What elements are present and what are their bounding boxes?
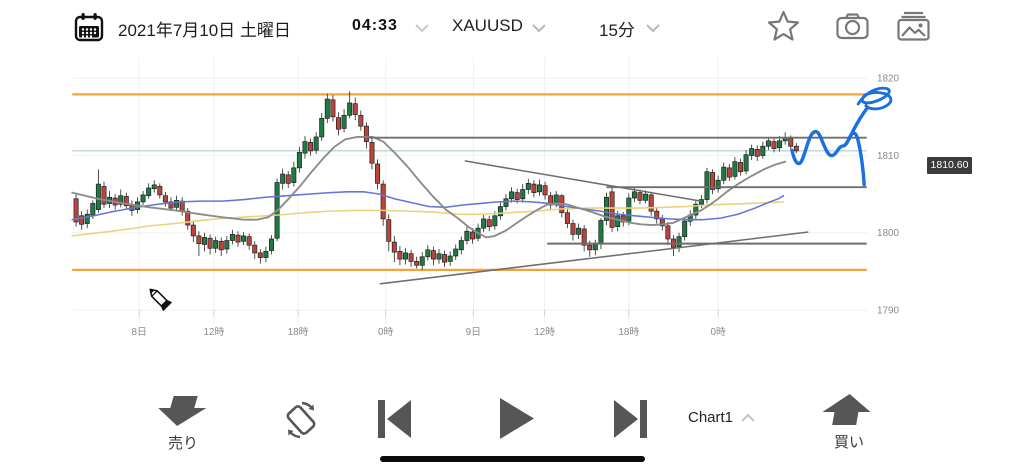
chevron-down-icon[interactable] (645, 23, 661, 33)
time-selector[interactable]: 04:33 (352, 17, 398, 34)
chart-selector-label: Chart1 (688, 409, 734, 426)
photo-gallery-icon[interactable] (896, 11, 931, 42)
svg-text:0時: 0時 (710, 326, 725, 338)
skip-to-end-button[interactable] (612, 400, 648, 443)
svg-text:8日: 8日 (132, 327, 147, 338)
svg-text:12時: 12時 (204, 326, 225, 338)
svg-text:18時: 18時 (288, 326, 309, 338)
camera-icon[interactable] (836, 13, 869, 40)
date-label: 2021年7月10日 土曜日 (118, 21, 291, 40)
skip-forward-icon (614, 400, 647, 438)
annotation-wave (790, 129, 866, 187)
sell-down-arrow-icon (158, 396, 207, 426)
current-price-badge: 1810.60 (927, 157, 972, 174)
rotate-device-icon (286, 401, 316, 439)
trendlines-layer[interactable] (364, 136, 867, 285)
svg-text:1810: 1810 (877, 151, 899, 162)
orange-levels[interactable] (72, 93, 867, 272)
favorite-star-icon[interactable] (766, 9, 801, 44)
play-icon (500, 398, 534, 439)
candlestick-chart[interactable]: 1820 1810 1800 1790 8日 12時 18時 0時 9日 12時 18時 0時 (0, 55, 1024, 390)
svg-text:18時: 18時 (618, 326, 639, 338)
symbol-selector[interactable]: XAUUSD (452, 16, 523, 35)
annotation-arrow-shaft (847, 105, 870, 141)
chart-selector[interactable]: Chart1 (688, 409, 756, 426)
grid-layer (72, 57, 867, 324)
chevron-down-icon[interactable] (414, 23, 430, 33)
play-button[interactable] (499, 398, 535, 444)
buy-button[interactable]: 買い (806, 392, 892, 452)
ma-yellow-line (71, 201, 785, 237)
calendar-icon[interactable] (74, 12, 105, 49)
svg-text:1790: 1790 (877, 306, 899, 317)
rotate-screen-button[interactable] (276, 398, 326, 447)
chevron-up-icon (741, 413, 755, 422)
svg-text:1820: 1820 (877, 74, 899, 85)
chart-layers: 1820 1810 1800 1790 8日 12時 18時 0時 9日 12時 18時 0時 (71, 57, 900, 338)
axis-labels: 1820 1810 1800 1790 8日 12時 18時 0時 9日 12時 18時 0時 (132, 74, 900, 338)
pencil-drawing-tool-icon[interactable] (146, 285, 172, 311)
svg-text:1800: 1800 (877, 228, 899, 239)
timeframe-selector[interactable]: 15分 (599, 21, 635, 40)
buy-up-arrow-icon (822, 394, 871, 425)
svg-text:12時: 12時 (534, 326, 555, 338)
annotation-arrow-head (856, 86, 893, 111)
skip-back-icon (378, 400, 411, 438)
ma-gray-line (71, 136, 787, 239)
svg-text:9日: 9日 (466, 327, 481, 338)
ma-blue-line (71, 191, 785, 221)
buy-label: 買い (833, 434, 864, 451)
skip-to-start-button[interactable] (377, 400, 413, 443)
chevron-down-icon[interactable] (531, 23, 547, 33)
candles-layer (73, 91, 799, 270)
svg-text:0時: 0時 (378, 326, 393, 338)
home-indicator[interactable] (380, 456, 645, 462)
hand-drawn-annotation[interactable] (790, 86, 893, 187)
sell-label: 売り (167, 435, 198, 452)
sell-button[interactable]: 売り (140, 395, 226, 453)
